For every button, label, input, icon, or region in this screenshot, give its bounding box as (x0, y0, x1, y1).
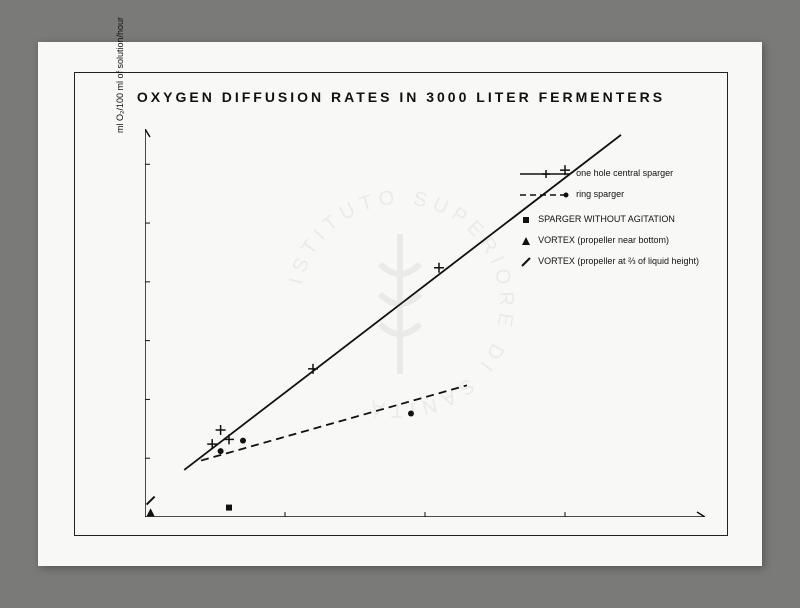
square-icon (520, 214, 532, 226)
triangle-icon (520, 235, 532, 247)
legend-ring-swatch (520, 189, 570, 201)
legend-vortex-23: VORTEX (propeller at ⅔ of liquid height) (520, 253, 699, 270)
legend-vortex-23-label: VORTEX (propeller at ⅔ of liquid height) (538, 253, 699, 270)
photo-frame: OXYGEN DIFFUSION RATES IN 3000 LITER FER… (38, 42, 762, 566)
chart-title: OXYGEN DIFFUSION RATES IN 3000 LITER FER… (75, 89, 727, 105)
legend: one hole central sparger ring sparger SP… (520, 165, 699, 274)
legend-one-hole: one hole central sparger (520, 165, 699, 182)
legend-no-agitation: SPARGER WITHOUT AGITATION (520, 211, 699, 228)
slash-icon (520, 256, 532, 268)
legend-ring: ring sparger (520, 186, 699, 203)
series-points (147, 165, 570, 516)
legend-vortex-bottom: VORTEX (propeller near bottom) (520, 232, 699, 249)
legend-no-agitation-label: SPARGER WITHOUT AGITATION (538, 211, 675, 228)
chart-frame: OXYGEN DIFFUSION RATES IN 3000 LITER FER… (74, 72, 728, 536)
legend-one-hole-label: one hole central sparger (576, 165, 673, 182)
y-axis-label: ml O₂/100 ml of solution/hour (115, 17, 125, 133)
legend-ring-label: ring sparger (576, 186, 624, 203)
legend-one-hole-swatch (520, 168, 570, 180)
legend-vortex-bottom-label: VORTEX (propeller near bottom) (538, 232, 669, 249)
